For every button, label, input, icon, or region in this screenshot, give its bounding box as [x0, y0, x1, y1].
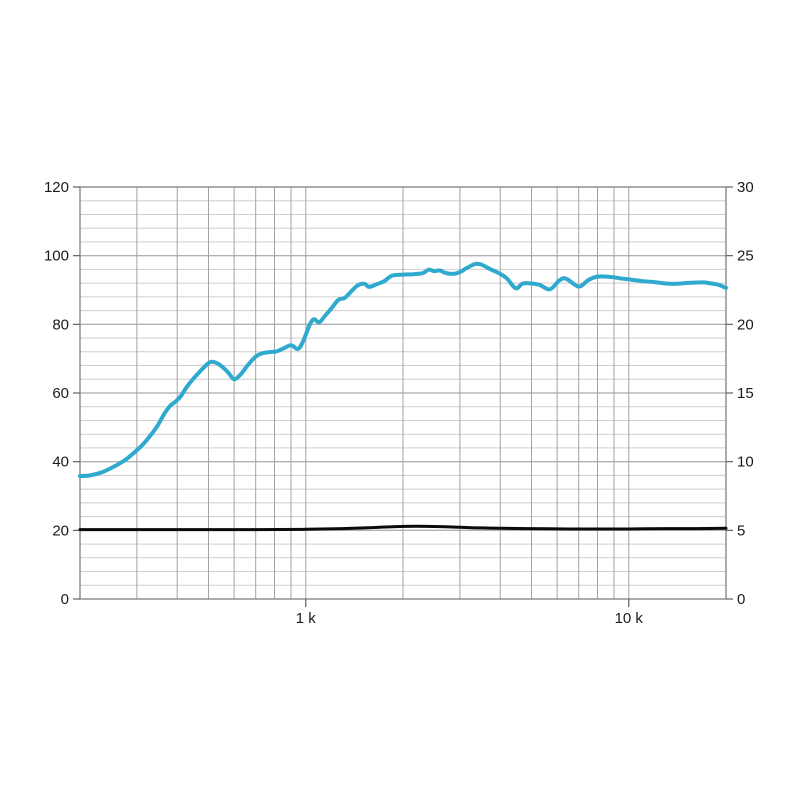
right-axis-label: 5 — [737, 522, 745, 539]
gridlines-major — [80, 187, 726, 599]
right-axis-label: 20 — [737, 316, 754, 333]
impedance-curve — [78, 524, 728, 532]
right-axis-label: 30 — [737, 179, 754, 196]
axes — [73, 186, 733, 607]
left-axis-label: 80 — [52, 316, 69, 333]
x-axis-label: 1 k — [296, 610, 317, 627]
left-axis-label: 40 — [52, 454, 69, 471]
frequency-response-curve — [78, 261, 728, 479]
series — [78, 261, 728, 532]
left-axis-label: 60 — [52, 385, 69, 402]
right-axis-label: 25 — [737, 248, 754, 265]
x-axis-label: 10 k — [615, 610, 644, 627]
right-axis-label: 10 — [737, 454, 754, 471]
right-axis-label: 0 — [737, 591, 745, 608]
left-axis-label: 0 — [61, 591, 69, 608]
left-axis-label: 120 — [44, 179, 69, 196]
right-axis-label: 15 — [737, 385, 754, 402]
left-axis-label: 20 — [52, 522, 69, 539]
axis-labels: 120 100 80 60 40 20 0 30 25 20 15 10 5 0 1 k 10 k — [44, 179, 754, 627]
left-axis-label: 100 — [44, 248, 69, 265]
